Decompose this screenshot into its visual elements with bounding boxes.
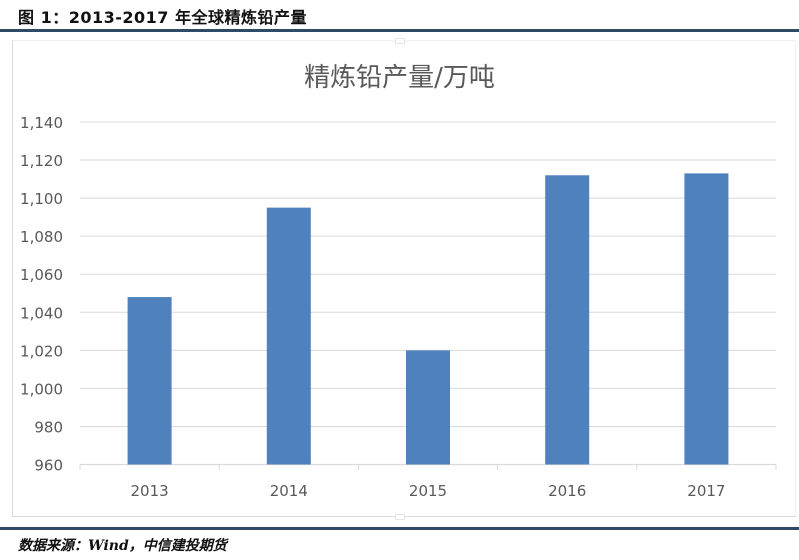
y-tick-label: 1,080 [20,228,63,246]
x-tick-label: 2017 [687,482,725,500]
y-tick-label: 980 [34,418,63,436]
chart-title: 精炼铅产量/万吨 [304,63,495,93]
y-tick-label: 1,100 [20,190,63,208]
x-tick-label: 2015 [409,482,447,500]
y-tick-label: 1,040 [20,304,63,322]
resize-handle-top[interactable] [395,38,405,44]
bar-2015 [406,350,450,465]
x-tick-label: 2014 [270,482,308,500]
bar-2017 [684,173,729,465]
bar-2013 [127,297,172,465]
y-tick-label: 1,020 [20,342,63,360]
bar-chart: 960 980 1,000 1,020 1,040 1,060 1,080 1,100 1,12… [20,114,777,500]
figure-title: 图 1：2013-2017 年全球精炼铅产量 [18,8,307,27]
y-tick-label: 1,140 [20,114,63,132]
y-tick-label: 1,060 [20,266,63,284]
bottom-rule [0,527,799,530]
top-rule [0,29,799,32]
bar-2016 [545,175,590,465]
y-tick-label: 960 [34,457,63,475]
resize-handle-bottom[interactable] [395,514,405,520]
data-source: 数据来源：Wind，中信建投期货 [18,538,227,554]
y-tick-label: 1,120 [20,152,63,170]
x-tick-label: 2013 [131,482,169,500]
x-tick-label: 2016 [548,482,586,500]
y-tick-label: 1,000 [20,380,63,398]
bar-2014 [266,207,311,465]
